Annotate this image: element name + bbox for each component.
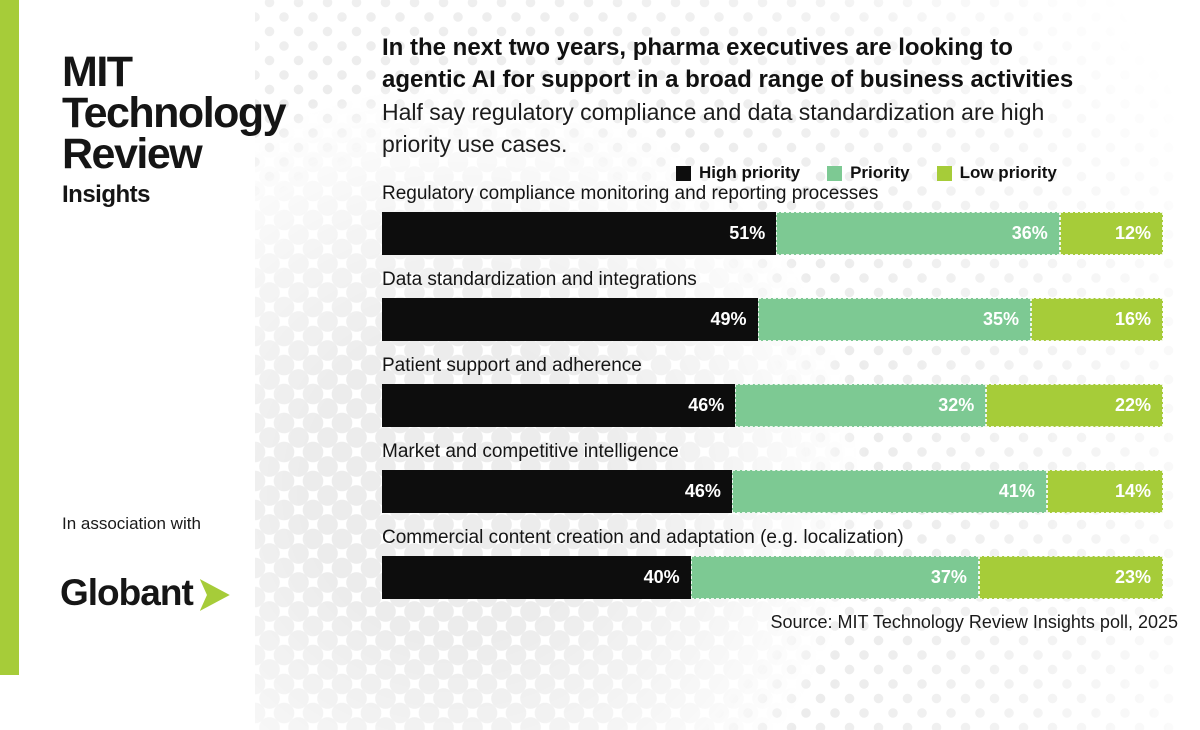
bar-category-label: Market and competitive intelligence <box>382 441 679 462</box>
chart-subtitle-line2: priority use cases. <box>382 131 568 157</box>
legend-swatch <box>827 165 843 181</box>
bar-segment: 14% <box>1046 470 1163 513</box>
source-attribution: Source: MIT Technology Review Insights p… <box>770 612 1178 632</box>
bar-value-label: 22% <box>1114 395 1151 415</box>
globant-logo: Globant <box>60 572 230 614</box>
bar-segment: 32% <box>735 384 987 427</box>
bar-segment: 46% <box>382 470 732 513</box>
mit-technology-review-logo: MIT Technology Review Insights <box>62 48 287 209</box>
brand-accent-stripe <box>0 0 19 675</box>
stacked-bar-chart: Regulatory compliance monitoring and rep… <box>382 182 1164 612</box>
bar-value-label: 23% <box>1114 567 1151 587</box>
bar-track: 40% 37% 23% <box>382 556 1163 599</box>
bar-value-label: 46% <box>684 481 721 501</box>
bar-segment: 36% <box>776 212 1060 255</box>
halftone-dot-background-outer <box>255 0 1175 730</box>
legend-swatch <box>936 165 952 181</box>
chart-subtitle-line1: Half say regulatory compliance and data … <box>382 99 1045 125</box>
bar-segment: 46% <box>382 384 736 427</box>
logo-line-mit: MIT <box>62 48 133 96</box>
legend-item-low-priority: Low priority <box>936 163 1057 183</box>
bar-value-label: 51% <box>729 223 766 243</box>
bar-segment: 22% <box>986 384 1163 427</box>
bar-segment: 12% <box>1059 212 1163 255</box>
chart-title-line1: In the next two years, pharma executives… <box>382 34 1013 61</box>
bar-value-label: 37% <box>930 567 967 587</box>
bar-segment: 41% <box>731 470 1047 513</box>
bar-value-label: 12% <box>1114 223 1151 243</box>
logo-line-technology: Technology <box>62 89 287 137</box>
bar-value-label: 49% <box>710 309 747 329</box>
bar-category-label: Patient support and adherence <box>382 355 642 376</box>
bar-row: Patient support and adherence 46% 32% 22% <box>382 354 1163 427</box>
bar-value-label: 40% <box>643 567 680 587</box>
bar-value-label: 35% <box>982 309 1019 329</box>
logo-insights-label: Insights <box>62 181 151 208</box>
bar-track: 51% 36% 12% <box>382 212 1163 255</box>
bar-category-label: Data standardization and integrations <box>382 269 697 290</box>
legend-item-priority: Priority <box>827 163 910 183</box>
bar-segment: 16% <box>1030 298 1164 341</box>
legend-label: High priority <box>699 163 801 182</box>
bar-row: Data standardization and integrations 49… <box>382 268 1164 341</box>
bar-track: 49% 35% 16% <box>382 298 1164 341</box>
bar-segment: 49% <box>382 298 758 341</box>
chart-legend: High priority Priority Low priority <box>676 163 1057 183</box>
bar-value-label: 41% <box>998 481 1035 501</box>
bar-value-label: 36% <box>1011 223 1048 243</box>
bar-category-label: Regulatory compliance monitoring and rep… <box>382 183 879 204</box>
bar-value-label: 46% <box>688 395 725 415</box>
bar-track: 46% 41% 14% <box>382 470 1163 513</box>
bar-track: 46% 32% 22% <box>382 384 1163 427</box>
bar-row: Commercial content creation and adaptati… <box>382 526 1163 599</box>
bar-category-label: Commercial content creation and adaptati… <box>382 527 904 548</box>
globant-wordmark: Globant <box>60 572 194 613</box>
bar-value-label: 14% <box>1114 481 1151 501</box>
globant-arrow-icon <box>199 579 230 611</box>
logo-line-review: Review <box>62 130 203 178</box>
bar-segment: 37% <box>690 556 979 599</box>
chart-header: In the next two years, pharma executives… <box>382 32 1172 182</box>
bar-segment: 40% <box>382 556 691 599</box>
bar-row: Regulatory compliance monitoring and rep… <box>382 182 1163 255</box>
bar-segment: 35% <box>757 298 1031 341</box>
legend-label: Low priority <box>959 163 1057 182</box>
bar-row: Market and competitive intelligence 46% 4… <box>382 440 1163 513</box>
chart-title-line2: agentic AI for support in a broad range … <box>382 66 1074 93</box>
legend-label: Priority <box>850 163 910 182</box>
bar-segment: 51% <box>382 212 777 255</box>
association-label: In association with <box>62 514 201 533</box>
bar-value-label: 32% <box>938 395 975 415</box>
legend-item-high-priority: High priority <box>676 163 800 183</box>
legend-swatch <box>676 165 691 181</box>
bar-value-label: 16% <box>1114 309 1152 329</box>
bar-segment: 23% <box>978 556 1163 599</box>
